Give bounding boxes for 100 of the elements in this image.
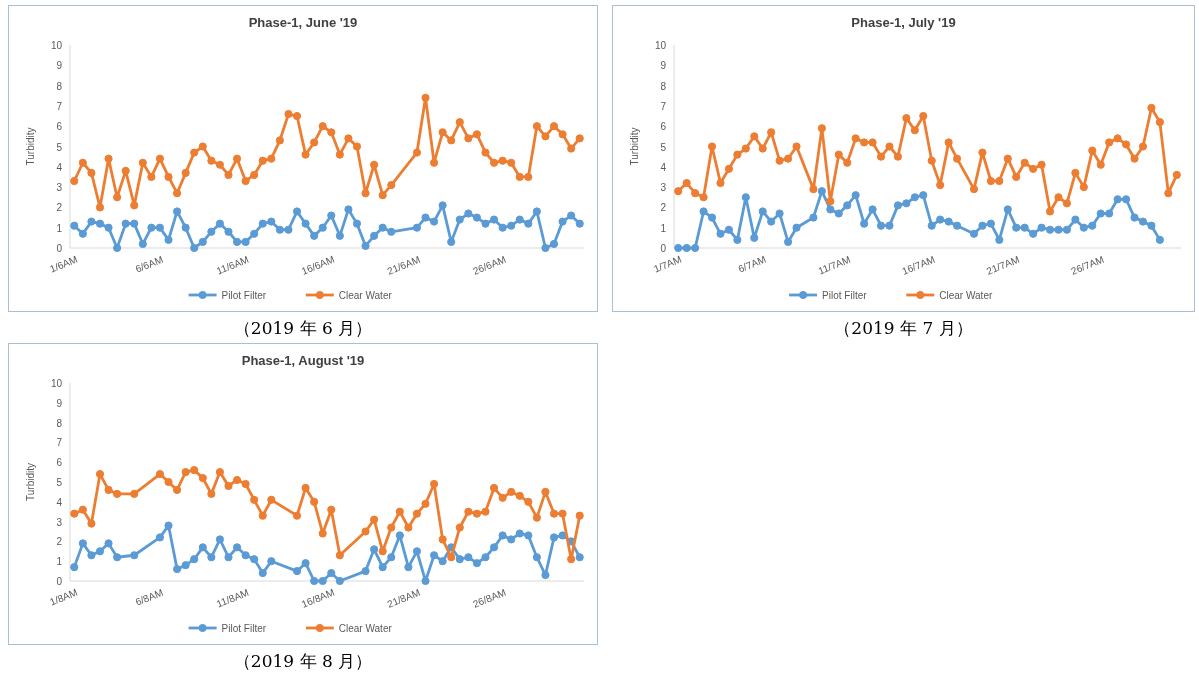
point: [699, 193, 708, 202]
point: [558, 531, 567, 540]
point: [429, 479, 439, 489]
point: [978, 221, 987, 230]
point: [464, 507, 473, 516]
point: [868, 138, 877, 147]
point: [198, 237, 207, 247]
y-tick-label: 4: [56, 496, 63, 508]
point: [104, 154, 113, 163]
point: [95, 469, 105, 479]
y-tick-label: 0: [56, 243, 63, 254]
point: [147, 223, 156, 232]
y-tick-label: 4: [660, 161, 667, 173]
point: [541, 132, 550, 141]
point: [370, 231, 379, 240]
point: [876, 221, 886, 230]
point: [113, 193, 122, 202]
point: [927, 156, 936, 165]
text: （2019 年 8 月）: [233, 651, 373, 671]
point: [87, 519, 96, 528]
point: [489, 158, 499, 167]
point: [809, 185, 818, 194]
point: [969, 229, 979, 238]
point: [986, 176, 995, 186]
point: [682, 178, 691, 188]
point: [438, 201, 447, 210]
y-tick-label: 3: [660, 182, 667, 194]
point: [1138, 142, 1148, 151]
point: [447, 237, 456, 247]
point: [1037, 223, 1046, 232]
point: [524, 531, 533, 540]
point: [172, 207, 182, 216]
point: [472, 130, 482, 139]
y-tick-label: 8: [660, 80, 667, 92]
point: [121, 219, 130, 228]
point: [292, 207, 302, 216]
point: [952, 154, 962, 163]
point: [78, 229, 87, 238]
point: [575, 219, 584, 228]
point: [902, 199, 911, 208]
point: [250, 229, 259, 238]
point: [750, 233, 759, 242]
y-axis-title: Turbidity: [25, 463, 36, 501]
point: [682, 243, 691, 253]
point: [95, 547, 105, 556]
point: [919, 191, 928, 200]
point: [481, 148, 490, 157]
point: [104, 485, 113, 495]
point: [455, 523, 464, 532]
point: [716, 178, 725, 188]
y-tick-label: 7: [56, 100, 63, 112]
point: [1113, 134, 1122, 143]
point: [515, 172, 524, 182]
point: [893, 152, 903, 161]
y-tick-label: 2: [56, 536, 63, 548]
point: [464, 553, 473, 562]
point: [549, 533, 559, 542]
point: [412, 547, 422, 556]
point: [344, 134, 353, 143]
point: [716, 229, 725, 238]
point: [489, 215, 499, 224]
point: [567, 555, 576, 564]
point: [395, 531, 404, 540]
point: [412, 509, 422, 518]
point: [674, 243, 683, 253]
point: [1062, 199, 1072, 208]
point: [575, 134, 584, 143]
point: [733, 235, 742, 244]
point: [489, 483, 499, 493]
point: [969, 185, 979, 194]
point: [121, 166, 130, 175]
point: [207, 156, 216, 165]
point: [207, 553, 216, 562]
point: [481, 219, 490, 228]
point: [767, 128, 776, 137]
legend-label: Clear Water: [338, 623, 393, 634]
point: [429, 551, 439, 560]
point: [335, 551, 344, 560]
point: [893, 201, 903, 210]
point: [927, 221, 936, 230]
point: [472, 213, 482, 222]
point: [843, 158, 852, 167]
point: [1105, 138, 1114, 147]
y-tick-label: 3: [56, 182, 63, 194]
point: [733, 150, 742, 159]
point: [1003, 205, 1012, 214]
point: [361, 189, 370, 198]
point: [310, 576, 319, 586]
legend-label: Pilot Filter: [221, 623, 267, 634]
point: [352, 142, 362, 151]
y-tick-label: 7: [56, 437, 63, 449]
point: [498, 493, 507, 502]
legend-label: Pilot Filter: [221, 290, 267, 301]
point: [241, 176, 250, 186]
point: [275, 136, 284, 145]
point: [851, 191, 860, 200]
point: [172, 565, 182, 574]
point: [70, 176, 79, 186]
point: [1130, 154, 1139, 163]
point: [327, 211, 336, 220]
